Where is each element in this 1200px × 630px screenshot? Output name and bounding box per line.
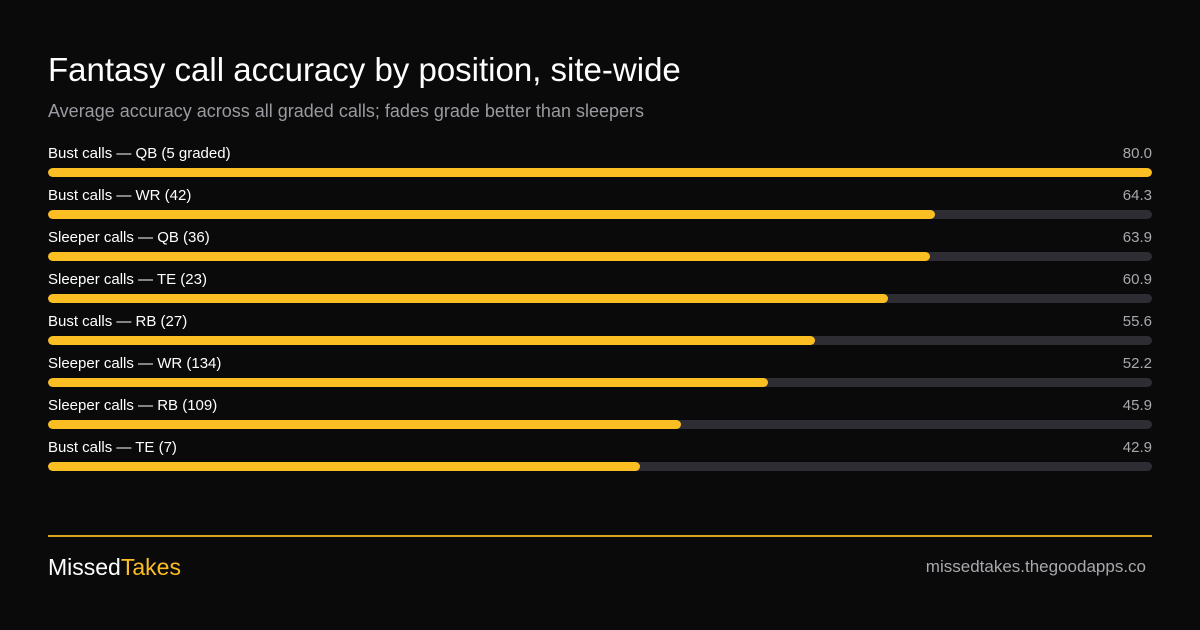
bar-label: Bust calls — TE (7)	[48, 439, 177, 456]
site-url: missedtakes.thegoodapps.co	[925, 557, 1146, 576]
bar-fill	[48, 336, 816, 345]
bar-row: Sleeper calls — QB (36) 63.9	[48, 228, 1152, 270]
bar-track	[48, 462, 1152, 471]
bar-track	[48, 420, 1152, 429]
bar-value-label: 80.0	[1122, 145, 1152, 162]
bar-fill	[48, 168, 1152, 177]
bar-label: Sleeper calls — WR (134)	[48, 355, 222, 372]
bar-track	[48, 252, 1152, 261]
bar-value-label: 63.9	[1122, 229, 1152, 246]
bar-row: Sleeper calls — TE (23) 60.9	[48, 270, 1152, 312]
bar-label: Bust calls — RB (27)	[48, 313, 188, 330]
bar-track	[48, 210, 1152, 219]
bar-label: Sleeper calls — RB (109)	[48, 397, 218, 414]
bar-fill	[48, 420, 682, 429]
bar-fill	[48, 378, 769, 387]
bar-label: Sleeper calls — TE (23)	[48, 271, 207, 288]
bar-row: Bust calls — RB (27) 55.6	[48, 312, 1152, 354]
bar-value-label: 60.9	[1122, 271, 1152, 288]
bar-row: Bust calls — QB (5 graded) 80.0	[48, 144, 1152, 186]
bar-row: Sleeper calls — RB (109) 45.9	[48, 396, 1152, 438]
bar-track	[48, 294, 1152, 303]
chart-title: Fantasy call accuracy by position, site-…	[48, 51, 681, 88]
bar-row: Bust calls — WR (42) 64.3	[48, 186, 1152, 228]
bar-value-label: 42.9	[1122, 439, 1152, 456]
bar-label: Sleeper calls — QB (36)	[48, 229, 210, 246]
bar-fill	[48, 462, 641, 471]
bar-label: Bust calls — WR (42)	[48, 187, 192, 204]
bar-track	[48, 168, 1152, 177]
chart-subtitle: Average accuracy across all graded calls…	[48, 101, 645, 121]
bar-track	[48, 336, 1152, 345]
bar-value-label: 45.9	[1122, 397, 1152, 414]
bar-fill	[48, 210, 936, 219]
brand-name-part2: Takes	[120, 554, 181, 580]
bar-fill	[48, 294, 889, 303]
bar-track	[48, 378, 1152, 387]
bar-value-label: 52.2	[1122, 355, 1152, 372]
bar-row: Sleeper calls — WR (134) 52.2	[48, 354, 1152, 396]
brand-name-part1: Missed	[48, 554, 121, 580]
brand-logo: MissedTakes	[48, 553, 181, 581]
bar-fill	[48, 252, 930, 261]
bar-row: Bust calls — TE (7) 42.9	[48, 438, 1152, 480]
bar-label: Bust calls — QB (5 graded)	[48, 145, 231, 162]
bar-value-label: 64.3	[1122, 187, 1152, 204]
bar-value-label: 55.6	[1122, 313, 1152, 330]
footer-divider	[48, 535, 1152, 537]
bar-chart: Bust calls — QB (5 graded) 80.0 Bust calls…	[48, 144, 1152, 480]
